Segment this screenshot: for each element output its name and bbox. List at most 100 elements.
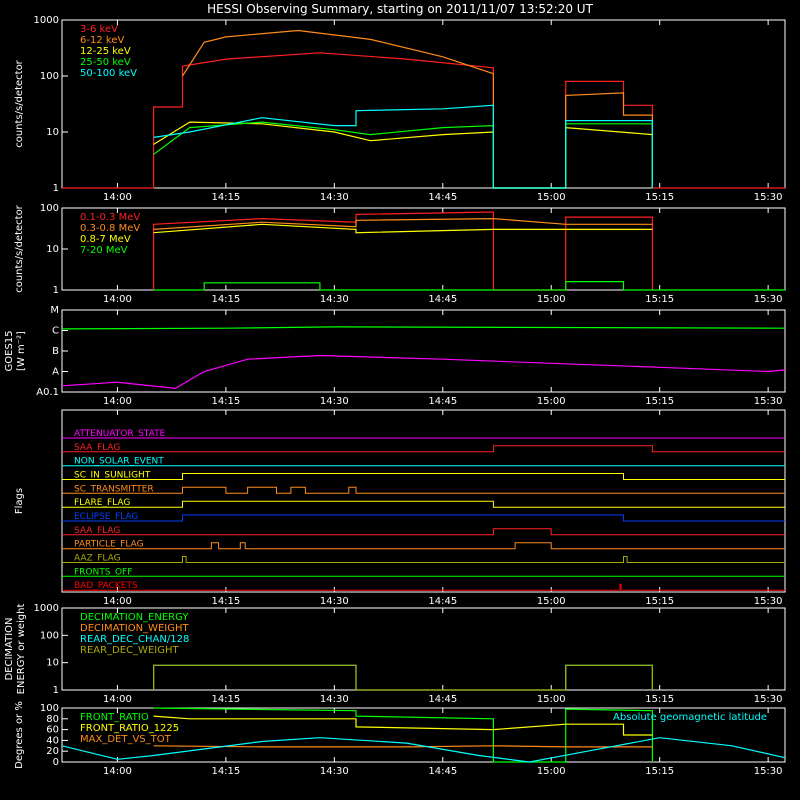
y-tick-label: 40 — [46, 735, 59, 746]
legend-entry: 0.1-0.3 MeV — [80, 212, 140, 223]
x-tick-label: 14:45 — [428, 596, 457, 607]
series-line-2 — [61, 354, 786, 390]
x-tick-label: 14:00 — [103, 396, 132, 407]
legend-entry: 12-25 keV — [80, 46, 131, 57]
legend-entry: 6-12 keV — [80, 35, 124, 46]
x-tick-label: 14:30 — [320, 694, 349, 705]
y-tick-label: A — [52, 367, 59, 378]
y-axis-label: counts/s/detector — [14, 204, 25, 292]
flag-line — [62, 528, 785, 536]
y-tick-label: 0 — [53, 757, 59, 768]
x-tick-label: 14:15 — [211, 396, 240, 407]
legend-entry: FRONT_RATIO_1225 — [80, 723, 179, 734]
series-line-2 — [153, 217, 653, 230]
x-tick-label: 14:00 — [103, 766, 132, 777]
y-tick-label: 60 — [46, 725, 59, 736]
flag-label: PARTICLE_FLAG — [74, 540, 144, 550]
x-tick-label: 14:00 — [103, 294, 132, 305]
legend-entry: 50-100 keV — [80, 68, 137, 79]
x-tick-label: 14:15 — [211, 192, 240, 203]
y-axis-label: DECIMATION — [4, 617, 15, 680]
flag-label: AAZ_FLAG — [74, 554, 121, 564]
x-tick-label: 15:00 — [537, 694, 566, 705]
panel-frame — [61, 207, 786, 291]
x-tick-label: 15:15 — [645, 294, 674, 305]
x-tick-label: 15:30 — [754, 766, 783, 777]
legend-entry: 3-6 keV — [80, 24, 118, 35]
flag-label: SAA_FLAG — [74, 443, 120, 453]
flag-label: ATTENUATOR_STATE — [74, 429, 166, 439]
x-tick-label: 15:30 — [754, 694, 783, 705]
x-tick-label: 14:45 — [428, 396, 457, 407]
series-line-3 — [153, 664, 653, 691]
y-axis-label-2: [W m⁻²] — [16, 331, 27, 371]
x-tick-label: 15:15 — [645, 766, 674, 777]
flag-line — [62, 473, 785, 480]
x-tick-label: 14:15 — [211, 294, 240, 305]
x-tick-label: 15:00 — [537, 396, 566, 407]
y-tick-label: 10 — [46, 658, 59, 669]
x-tick-label: 15:00 — [537, 294, 566, 305]
legend-entry: DECIMATION_WEIGHT — [80, 623, 189, 634]
flag-label: ECLIPSE_FLAG — [74, 512, 138, 522]
flag-line — [62, 445, 785, 453]
flag-label: SC_TRANSMITTER — [74, 484, 154, 494]
x-tick-label: 15:15 — [645, 396, 674, 407]
flag-label: FRONTS_OFF — [74, 567, 132, 577]
x-tick-label: 14:30 — [320, 294, 349, 305]
flag-line — [62, 556, 785, 563]
x-tick-label: 14:00 — [103, 596, 132, 607]
panel-6: 14:00 14:15 14:30 14:45 15:00 15:15 15:30 02040… — [14, 701, 786, 777]
series-line-1 — [153, 707, 653, 763]
x-tick-label: 14:15 — [211, 596, 240, 607]
panel-4: 14:00 14:15 14:30 14:45 15:00 15:15 15:30 ATTEN… — [14, 409, 786, 607]
x-tick-label: 14:45 — [428, 766, 457, 777]
y-tick-label: A0.1 — [36, 387, 59, 398]
y-axis-label: counts/s/detector — [14, 59, 25, 147]
legend-entry: 7-20 MeV — [80, 245, 128, 256]
series-line-3 — [153, 223, 653, 234]
panel-frame — [61, 309, 786, 393]
panel-2: 14:00 14:15 14:30 14:45 15:00 15:15 15:30 1 10 10… — [14, 203, 786, 305]
y-tick-label: B — [52, 346, 59, 357]
x-tick-label: 15:00 — [537, 766, 566, 777]
panel-frame — [61, 707, 786, 763]
y-tick-label: 1 — [53, 183, 59, 194]
flag-label: NON_SOLAR_EVENT — [74, 457, 164, 467]
series-line-1 — [61, 326, 786, 330]
x-tick-label: 14:30 — [320, 596, 349, 607]
x-tick-label: 14:15 — [211, 766, 240, 777]
y-axis-label-2: ENERGY or weight — [16, 604, 27, 695]
x-tick-label: 15:30 — [754, 596, 783, 607]
annotation: Absolute geomagnetic latitude — [613, 712, 767, 723]
y-tick-label: 1000 — [34, 603, 59, 614]
flag-label: FLARE_FLAG — [74, 498, 130, 508]
legend-entry: FRONT_RATIO — [80, 712, 149, 723]
x-tick-label: 15:00 — [537, 192, 566, 203]
x-tick-label: 14:45 — [428, 694, 457, 705]
y-tick-label: 1 — [53, 685, 59, 696]
x-tick-label: 14:15 — [211, 694, 240, 705]
legend-entry: 0.3-0.8 MeV — [80, 223, 140, 234]
series-line-4 — [61, 737, 786, 763]
legend-entry: 25-50 keV — [80, 57, 131, 68]
x-tick-label: 14:45 — [428, 294, 457, 305]
flag-label: BAD_PACKETS — [74, 581, 138, 591]
series-line-4 — [153, 664, 653, 691]
chart-title: HESSI Observing Summary, starting on 201… — [207, 2, 593, 16]
flag-label: SAA_FLAG — [74, 526, 120, 536]
x-tick-label: 15:30 — [754, 192, 783, 203]
panel-5: 14:00 14:15 14:30 14:45 15:00 15:15 15:30 1 10 10… — [4, 603, 786, 705]
y-tick-label: 10 — [46, 127, 59, 138]
legend-entry: 0.8-7 MeV — [80, 234, 131, 245]
flag-line — [62, 542, 785, 550]
series-line-1 — [62, 52, 785, 189]
legend-entry: DECIMATION_ENERGY — [80, 612, 189, 623]
series-line-1 — [153, 211, 653, 291]
x-tick-label: 14:45 — [428, 192, 457, 203]
y-axis-label: Flags — [14, 488, 25, 514]
flag-line — [62, 486, 785, 494]
flag-label: SC_IN_SUNLIGHT — [74, 471, 151, 481]
y-tick-label: 100 — [40, 71, 59, 82]
y-tick-label: 1 — [53, 285, 59, 296]
